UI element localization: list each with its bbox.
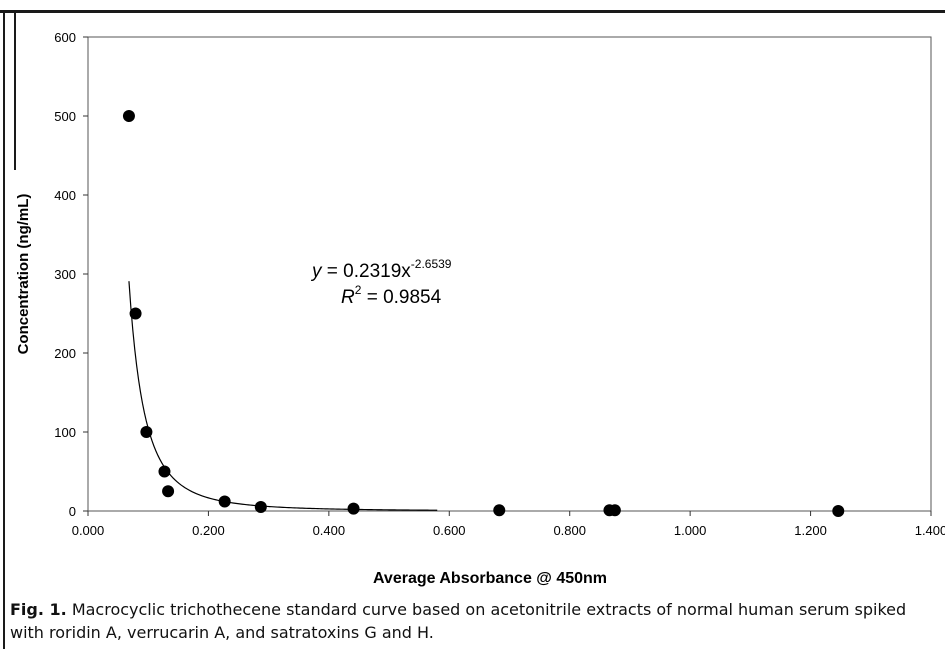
data-point xyxy=(254,501,267,514)
x-tick-label: 0.600 xyxy=(433,523,466,538)
data-point xyxy=(122,110,135,122)
data-point xyxy=(493,504,506,517)
x-tick-label: 1.000 xyxy=(674,523,707,538)
y-tick-label: 600 xyxy=(54,30,76,45)
x-tick-label: 1.200 xyxy=(794,523,827,538)
scatter-chart: 0 100 200 300 400 500 600 0.000 0.200 0.400 0.600… xyxy=(15,30,945,587)
data-point xyxy=(608,504,621,517)
y-tick-label: 200 xyxy=(54,346,76,361)
caption-text: Macrocyclic trichothecene standard curve… xyxy=(10,600,907,642)
x-axis: 0.000 0.200 0.400 0.600 0.800 1.000 1.200 1.400 xyxy=(72,511,945,538)
trendline-equation: y = 0.2319x-2.6539 xyxy=(310,257,452,282)
data-point xyxy=(832,505,845,517)
equation-y-var: y xyxy=(310,261,323,282)
r-squared-label: R2 = 0.9854 xyxy=(341,283,442,308)
left-frame-rule xyxy=(3,10,5,649)
y-tick-label: 300 xyxy=(54,267,76,282)
y-tick-label: 0 xyxy=(69,504,76,519)
plot-area xyxy=(87,36,932,512)
x-tick-label: 0.800 xyxy=(553,523,586,538)
data-point xyxy=(162,485,175,498)
y-tick-label: 500 xyxy=(54,109,76,124)
r-squared-superscript: 2 xyxy=(355,283,362,297)
data-point xyxy=(158,465,171,478)
y-axis-title: Concentration (ng/mL) xyxy=(15,194,32,355)
y-axis: 0 100 200 300 400 500 600 xyxy=(54,30,88,519)
caption-figure-label: Fig. 1. xyxy=(10,600,67,619)
x-axis-title: Average Absorbance @ 450nm xyxy=(373,570,607,587)
x-tick-label: 0.000 xyxy=(72,523,105,538)
data-point xyxy=(218,495,231,508)
data-points xyxy=(122,110,845,517)
r-squared-var: R xyxy=(341,287,355,308)
data-point xyxy=(347,502,360,515)
x-tick-label: 0.200 xyxy=(192,523,225,538)
figure-caption: Fig. 1. Macrocyclic trichothecene standa… xyxy=(10,598,935,644)
equation-body: = 0.2319x xyxy=(322,261,412,282)
y-tick-label: 400 xyxy=(54,188,76,203)
power-trendline xyxy=(128,281,438,511)
equation-exponent: -2.6539 xyxy=(411,257,452,271)
y-tick-label: 100 xyxy=(54,425,76,440)
r-squared-value: = 0.9854 xyxy=(361,287,441,308)
data-point xyxy=(129,307,142,320)
left-tab-rule xyxy=(14,10,16,170)
top-frame-rule xyxy=(0,10,945,13)
x-tick-label: 0.400 xyxy=(313,523,346,538)
data-point xyxy=(140,426,153,438)
x-tick-label: 1.400 xyxy=(915,523,945,538)
